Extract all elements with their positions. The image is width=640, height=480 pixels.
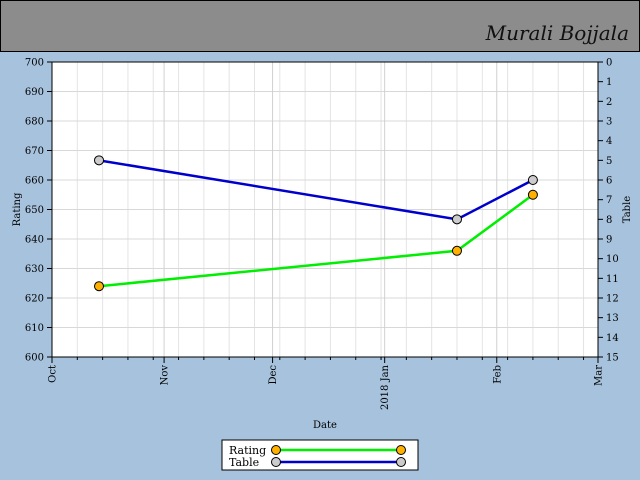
data-point-table [451,214,462,225]
y-tick-label: 650 [25,205,44,216]
legend-marker [396,457,406,467]
y2-tick-label: 3 [606,117,612,128]
data-point-rating [527,189,538,200]
y2-tick-label: 9 [606,235,612,246]
y-tick-label: 690 [25,87,44,98]
y2-tick-label: 6 [606,176,612,187]
legend-label: Table [229,456,259,469]
x-tick-label: Mar [594,365,605,386]
y-tick-label: 600 [25,353,44,364]
x-axis: Oct Nov Dec 2018 Jan Feb Mar [48,357,605,410]
y2-tick-label: 14 [606,333,619,344]
y2-tick-label: 4 [606,136,612,147]
y2-tick-label: 8 [606,215,612,226]
y-tick-label: 630 [25,264,44,275]
legend-marker [396,445,406,455]
x-tick-label: Feb [492,365,503,384]
x-tick-label: Oct [48,365,59,383]
legend-label: Rating [229,444,266,457]
y-tick-label: 660 [25,176,44,187]
y-axis-left: 600 610 620 630 640 650 660 670 680 690 700 [25,58,52,364]
data-point-table [527,175,538,185]
y2-tick-label: 13 [606,313,619,324]
y-tick-label: 640 [25,235,44,246]
x-tick-label: 2018 Jan [380,364,391,410]
y-tick-label: 620 [25,294,44,305]
legend-box [221,439,419,471]
y2-tick-label: 2 [606,97,612,108]
y2-tick-label: 10 [606,254,619,265]
y2-tick-label: 12 [606,294,619,305]
y2-tick-label: 11 [606,274,619,285]
data-point-rating [94,281,105,292]
header-bar: Murali Bojjala [0,0,640,52]
grid-lines [51,61,599,358]
y-tick-label: 610 [25,323,44,334]
x-tick-label: Nov [160,365,171,386]
legend-marker [271,457,281,467]
x-tick-label: Dec [268,365,279,385]
legend-marker [271,445,281,455]
y-tick-label: 700 [25,58,44,69]
series-layer [94,155,538,292]
y2-axis-title: Table [622,196,633,223]
y2-tick-label: 7 [606,195,612,206]
x-axis-title: Date [313,420,337,431]
y-tick-label: 680 [25,117,44,128]
y2-tick-label: 15 [606,353,619,364]
data-point-table [94,155,105,166]
y2-tick-label: 0 [606,58,612,69]
y-tick-label: 670 [25,146,44,157]
y2-tick-label: 1 [606,77,612,88]
data-point-rating [451,245,462,256]
author-signature: Murali Bojjala [485,21,629,45]
y-axis-title: Rating [12,192,23,226]
y2-tick-label: 5 [606,156,612,167]
